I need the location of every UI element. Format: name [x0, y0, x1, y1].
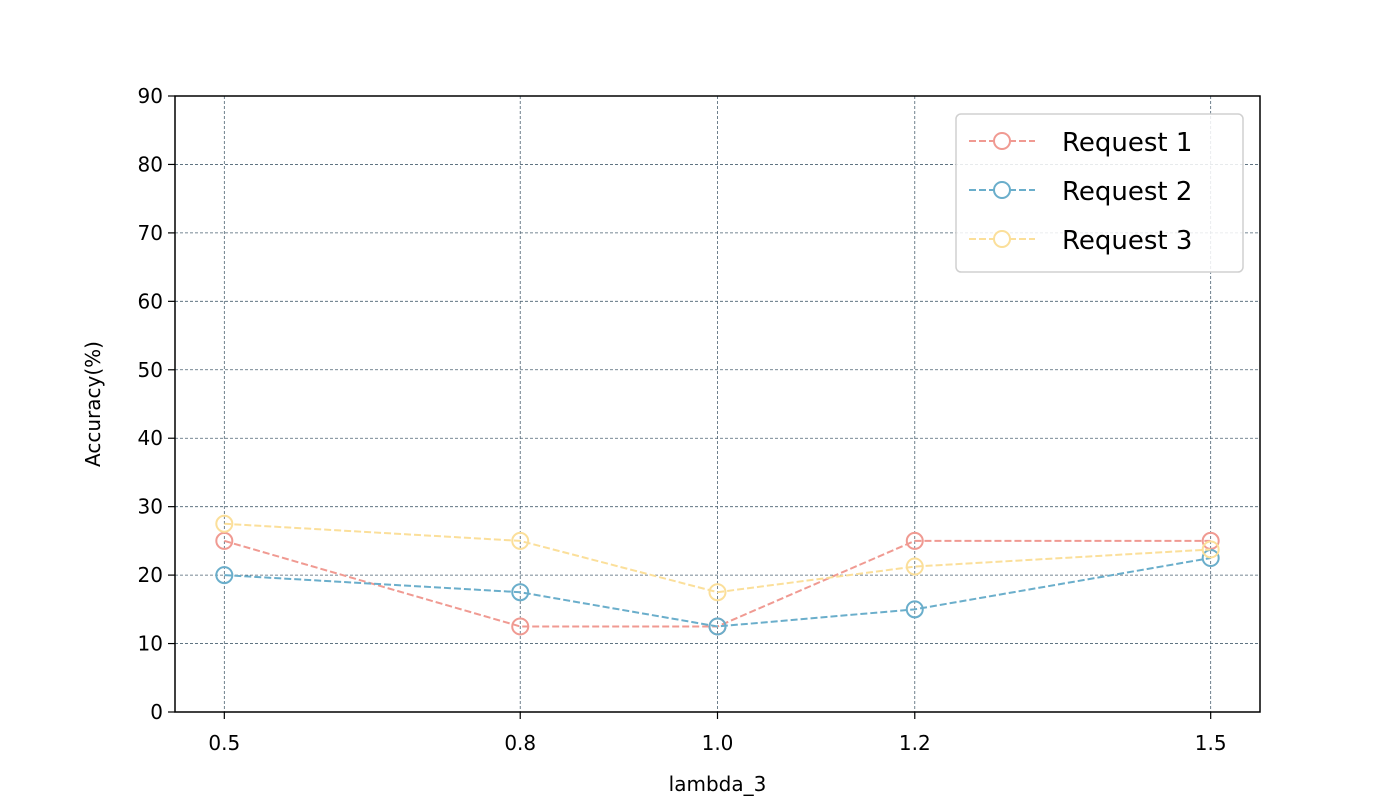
- legend-label: Request 2: [1062, 177, 1192, 207]
- y-tick-label: 20: [138, 563, 163, 587]
- legend-item: Request 2: [969, 177, 1192, 207]
- x-axis: 0.5 0.8 1.0 1.2 1.5: [208, 712, 1227, 755]
- legend-item: Request 1: [969, 128, 1192, 158]
- legend-item: Request 3: [969, 226, 1192, 256]
- series-line: [224, 522, 1211, 594]
- legend-label: Request 1: [1062, 128, 1192, 158]
- series-line: [224, 557, 1211, 628]
- data-point: [1201, 531, 1220, 550]
- data-point: [905, 600, 924, 619]
- data-point: [905, 531, 924, 550]
- data-point: [905, 557, 924, 576]
- legend: Request 1 Request 2 Request 3: [955, 113, 1244, 273]
- x-tick-label: 0.5: [208, 731, 240, 755]
- x-tick-label: 1.5: [1195, 731, 1227, 755]
- y-tick-label: 40: [138, 426, 163, 450]
- x-tick-label: 0.8: [504, 731, 536, 755]
- series-2: [215, 549, 1220, 636]
- y-tick-label: 30: [138, 495, 163, 519]
- y-tick-label: 50: [138, 358, 163, 382]
- y-tick-label: 70: [138, 221, 163, 245]
- y-tick-label: 90: [138, 84, 163, 108]
- legend-marker: [993, 181, 1011, 199]
- x-axis-label: lambda_3: [669, 772, 767, 796]
- legend-label: Request 3: [1062, 226, 1192, 256]
- data-point: [511, 583, 530, 602]
- data-point: [708, 583, 727, 602]
- x-tick-label: 1.0: [702, 731, 734, 755]
- y-tick-label: 0: [150, 700, 163, 724]
- data-point: [1201, 540, 1220, 559]
- data-point: [215, 566, 234, 585]
- y-axis-label: Accuracy(%): [81, 341, 105, 467]
- data-point: [215, 531, 234, 550]
- y-tick-label: 60: [138, 289, 163, 313]
- data-point: [215, 514, 234, 533]
- data-point: [511, 531, 530, 550]
- data-point: [708, 617, 727, 636]
- series-3: [215, 514, 1220, 602]
- legend-marker: [993, 132, 1011, 150]
- y-tick-label: 10: [138, 632, 163, 656]
- x-tick-label: 1.2: [899, 731, 931, 755]
- legend-box: [955, 113, 1244, 273]
- y-tick-label: 80: [138, 152, 163, 176]
- series-group: [215, 514, 1220, 636]
- y-axis: 0 10 20 30 40 50 60 70 80 90: [138, 84, 175, 724]
- data-point: [511, 617, 530, 636]
- legend-marker: [993, 230, 1011, 248]
